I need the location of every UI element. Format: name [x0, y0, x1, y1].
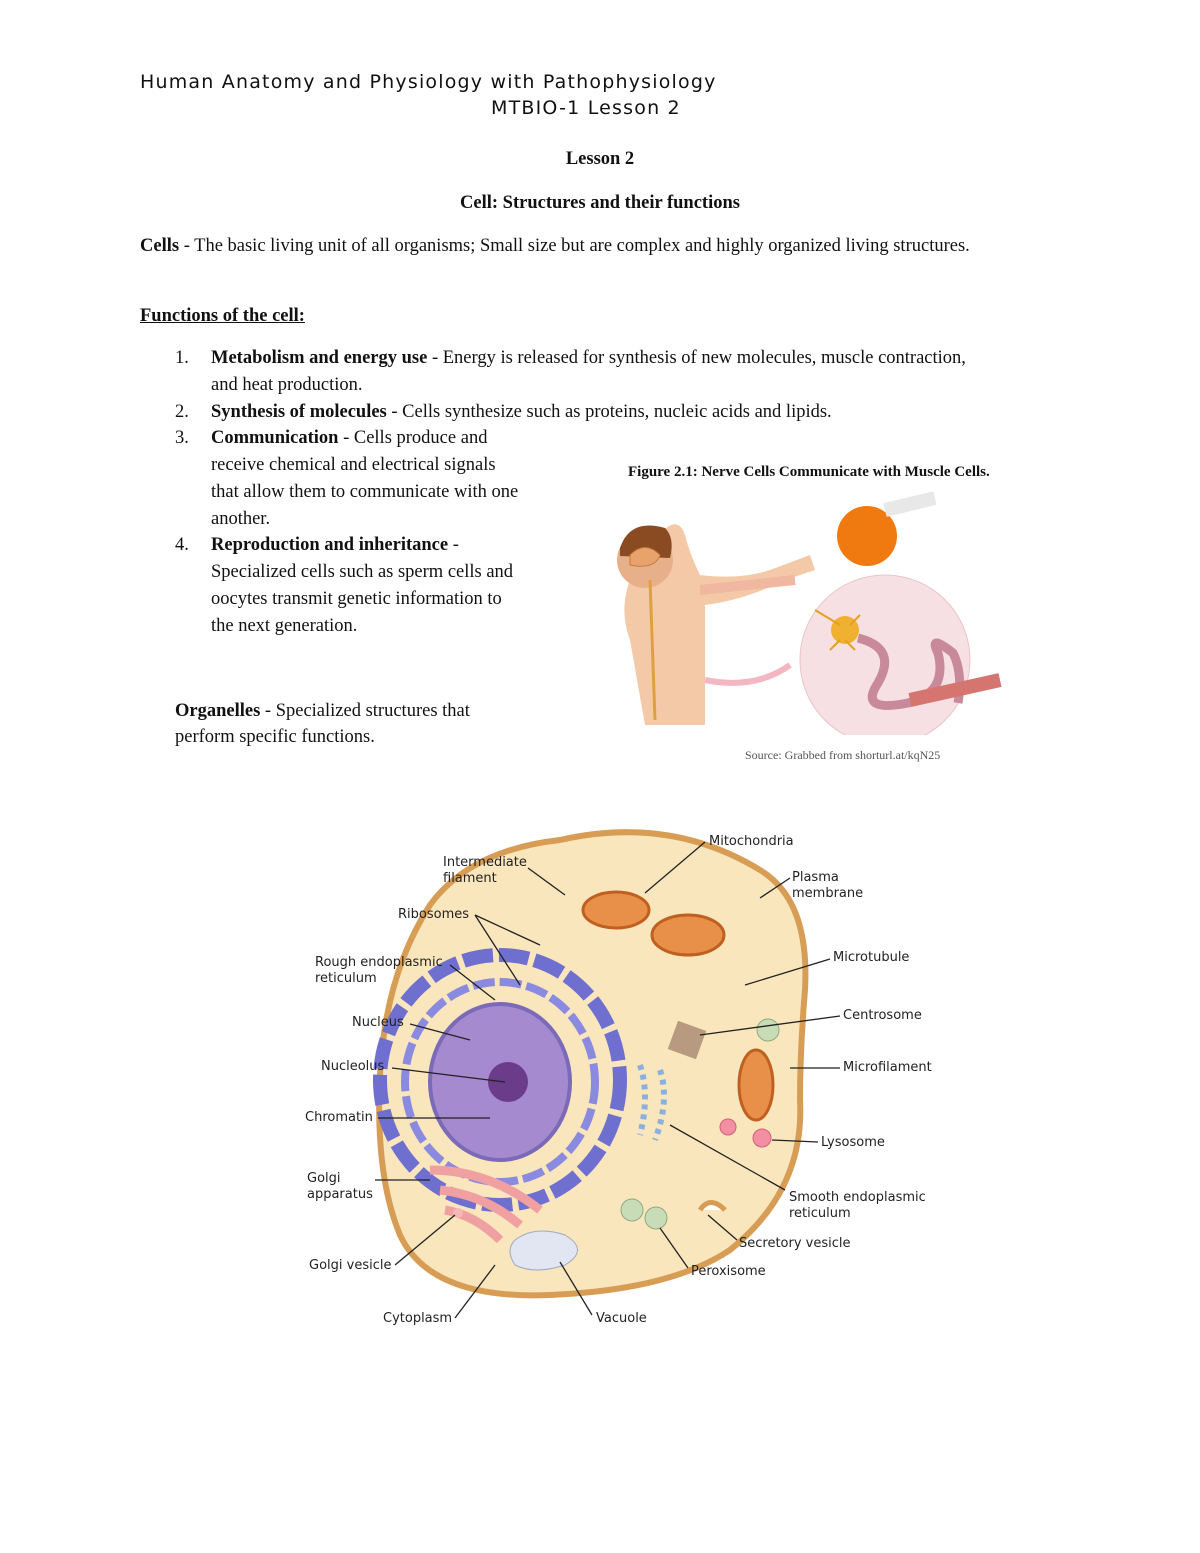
course-code: MTBIO-1 Lesson 2: [491, 97, 681, 119]
cell-label: Lysosome: [821, 1135, 885, 1150]
term: Metabolism and energy use: [211, 348, 428, 368]
cell-label: Intermediate: [443, 855, 527, 870]
cell-label: Mitochondria: [709, 834, 794, 849]
cell-label: Nucleus: [352, 1015, 404, 1030]
cell-label: Secretory vesicle: [739, 1236, 851, 1251]
lesson: Lesson 2: [565, 149, 635, 169]
cell-label: filament: [443, 871, 497, 886]
item-number: 2.: [175, 402, 189, 422]
term: Communication: [211, 428, 339, 448]
cell-label: Rough endoplasmic: [315, 955, 443, 970]
organelles-paragraph: Organelles - Specialized structures that…: [175, 698, 495, 750]
term: Organelles: [175, 701, 261, 721]
cell-label: Golgi vesicle: [309, 1258, 391, 1273]
definition: - Specialized structures that perform sp…: [175, 701, 470, 747]
term: Cells: [140, 236, 180, 256]
cell-label: Ribosomes: [398, 907, 469, 922]
term: Reproduction and inheritance: [211, 535, 449, 555]
item-number: 3.: [175, 428, 189, 448]
figure-caption: Figure 2.1: Nerve Cells Communicate with…: [628, 464, 990, 480]
cell-label: Microfilament: [843, 1060, 932, 1075]
course-title: Human Anatomy and Physiology with Pathop…: [140, 71, 717, 93]
cell-label: reticulum: [789, 1206, 851, 1221]
list-item: 1. Metabolism and energy use - Energy is …: [175, 345, 995, 399]
cell-label: Golgi: [307, 1171, 341, 1186]
list-item: 4. Reproduction and inheritance - Special…: [175, 532, 515, 640]
list-item: 2. Synthesis of molecules - Cells synthes…: [175, 399, 995, 426]
cell-label: reticulum: [315, 971, 377, 986]
text: - Specialized cells such as sperm cells …: [211, 535, 514, 636]
term: Synthesis of molecules: [211, 402, 387, 422]
cell-label: Smooth endoplasmic: [789, 1190, 926, 1205]
text: - Cells produce and receive chemical and…: [211, 428, 519, 529]
lesson-title: Cell: Structures and their functions: [460, 193, 740, 213]
cell-label: Cytoplasm: [383, 1311, 452, 1326]
figure-source: Source: Grabbed from shorturl.at/kqN25: [745, 748, 941, 762]
leader-lines: [375, 841, 841, 1319]
definition: - The basic living unit of all organisms…: [183, 236, 970, 256]
cell-label: Vacuole: [596, 1311, 647, 1326]
text: - Energy is released for synthesis of ne…: [211, 348, 966, 395]
illustration: [617, 491, 1002, 735]
cell-label: Chromatin: [305, 1110, 373, 1125]
cell-label: Nucleolus: [321, 1059, 385, 1074]
cell-label: Peroxisome: [691, 1264, 766, 1279]
cell-label: membrane: [792, 886, 863, 901]
cell-label: apparatus: [307, 1187, 373, 1202]
text: - Cells synthesize such as proteins, nuc…: [391, 402, 832, 422]
nerve-figure: [617, 491, 1002, 735]
cells-paragraph: Cells - The basic living unit of all org…: [140, 233, 1030, 260]
item-number: 1.: [175, 348, 189, 368]
list-item: 3. Communication - Cells produce and rece…: [175, 425, 520, 533]
section-heading: Functions of the cell:: [140, 306, 305, 326]
cell-drawing: [373, 829, 809, 1299]
cell-label: Centrosome: [843, 1008, 922, 1023]
cell-label: Microtubule: [833, 950, 909, 965]
item-number: 4.: [175, 535, 189, 555]
cell-label: Plasma: [792, 870, 839, 885]
